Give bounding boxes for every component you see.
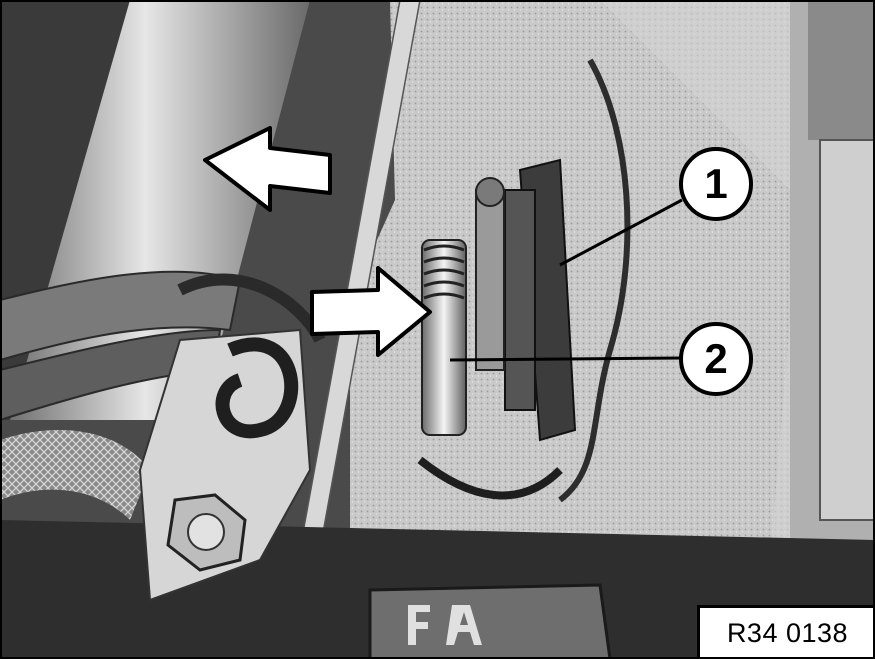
braided-hose xyxy=(0,430,150,520)
spring-coils xyxy=(423,244,465,300)
body-panel xyxy=(350,0,835,560)
leader-line-1 xyxy=(559,198,683,267)
reference-code: R34 0138 xyxy=(726,618,849,648)
callout-2-label: 2 xyxy=(704,335,728,382)
spring-pin xyxy=(421,239,467,436)
callout-2: 2 xyxy=(679,322,753,396)
leader-line-2 xyxy=(449,356,683,362)
wire-harness xyxy=(558,58,631,503)
callout-1: 1 xyxy=(679,147,753,221)
direction-arrow-left xyxy=(203,126,332,212)
reference-code-box: R34 0138 xyxy=(697,605,875,659)
direction-arrow-right xyxy=(310,266,432,357)
callout-1-label: 1 xyxy=(704,160,728,207)
cable-loop xyxy=(215,337,299,439)
bottom-plate xyxy=(368,583,612,659)
